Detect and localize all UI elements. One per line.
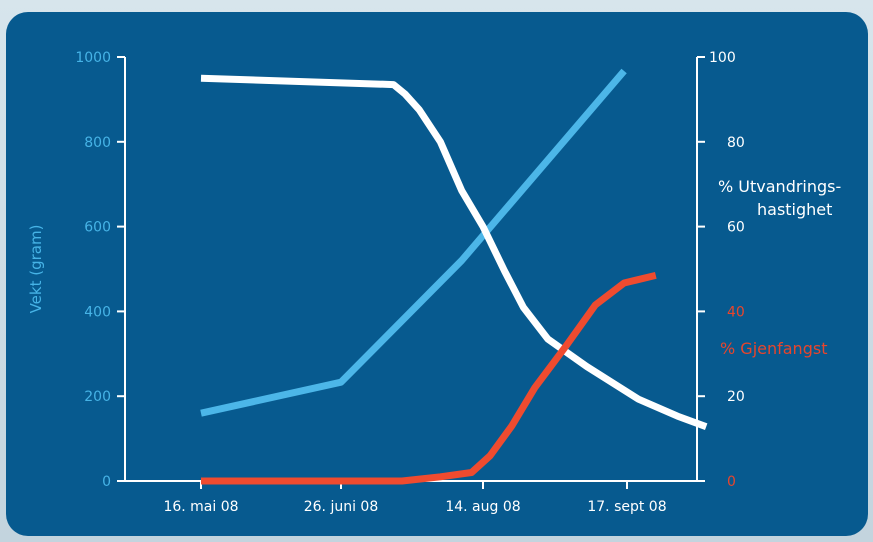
y2-label-utvandring-line1: % Utvandrings- [718, 177, 841, 196]
left-tick-label: 0 [102, 474, 111, 490]
left-tick-label: 1000 [75, 50, 111, 66]
tick-marks [117, 56, 705, 489]
series-line-gjenfangst [201, 271, 657, 485]
x-tick-label: 17. sept 08 [587, 499, 666, 515]
y-axis-label-left: Vekt (gram) [27, 225, 45, 314]
right-tick-label: 100 [709, 50, 736, 66]
tick-labels: 0 200 400 600 800 1000 0 20 40 60 80 100 16. mai 08 2… [75, 50, 744, 515]
series-lines [200, 68, 708, 485]
series-line-utvandring [200, 74, 708, 430]
right-tick-label: 80 [727, 135, 745, 151]
right-tick-label: 40 [727, 304, 745, 320]
x-tick-label: 14. aug 08 [445, 499, 520, 515]
left-tick-label: 400 [84, 304, 111, 320]
y2-label-utvandring-line2: hastighet [757, 200, 832, 219]
axes [124, 57, 698, 482]
right-tick-label: 60 [727, 220, 745, 236]
x-tick-label: 26. juni 08 [304, 499, 379, 515]
series-line-vekt [200, 68, 627, 417]
chart-panel [6, 12, 868, 536]
right-tick-label: 20 [727, 389, 745, 405]
x-tick-label: 16. mai 08 [163, 499, 238, 515]
y2-label-gjenfangst: % Gjenfangst [720, 339, 827, 358]
left-tick-label: 200 [84, 389, 111, 405]
left-tick-label: 600 [84, 220, 111, 236]
left-tick-label: 800 [84, 135, 111, 151]
right-tick-label: 0 [727, 474, 736, 490]
